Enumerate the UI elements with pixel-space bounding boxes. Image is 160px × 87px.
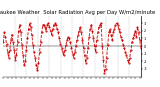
Title: Milwaukee Weather  Solar Radiation Avg per Day W/m2/minute: Milwaukee Weather Solar Radiation Avg pe… xyxy=(0,10,156,15)
